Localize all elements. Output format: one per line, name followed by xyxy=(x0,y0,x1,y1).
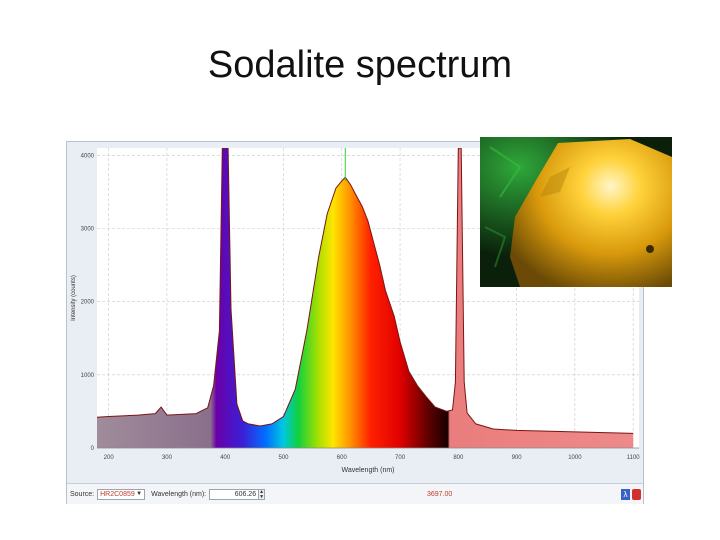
y-axis-label: Intensity (counts) xyxy=(71,275,77,321)
y-tick-label: 2000 xyxy=(81,300,95,306)
source-label: Source: xyxy=(70,490,95,498)
x-tick-label: 400 xyxy=(220,455,231,461)
source-value: HR2C0859 xyxy=(100,490,135,498)
wavelength-value: 606.26 xyxy=(234,490,257,498)
wavelength-field[interactable]: 606.26 xyxy=(209,488,260,500)
wavelength-label: Wavelength (nm): xyxy=(151,490,207,498)
chevron-down-icon: ▼ xyxy=(136,491,143,497)
y-tick-label: 4000 xyxy=(81,153,95,159)
x-tick-label: 600 xyxy=(337,455,348,461)
x-tick-labels: 200 300 400 500 600 700 800 900 1000 1100 xyxy=(104,455,641,461)
spectrum-curve xyxy=(97,148,634,434)
status-bar: Source: HR2C0859 ▼ Wavelength (nm): 606.… xyxy=(67,483,643,504)
x-tick-label: 300 xyxy=(162,455,173,461)
close-icon[interactable] xyxy=(632,488,641,500)
spin-arrows-icon[interactable]: ▲ ▼ xyxy=(259,488,266,500)
y-tick-labels: 0 1000 2000 3000 4000 xyxy=(81,153,95,452)
y-tick-label: 0 xyxy=(91,446,95,452)
y-tick-label: 3000 xyxy=(81,226,95,232)
x-tick-label: 700 xyxy=(395,455,406,461)
lambda-icon[interactable]: λ xyxy=(621,488,630,500)
sodalite-photo xyxy=(480,137,672,287)
intensity-readout: 3697.00 xyxy=(427,490,453,498)
spectrum-area xyxy=(97,148,634,448)
x-tick-label: 500 xyxy=(278,455,289,461)
x-axis-label: Wavelength (nm) xyxy=(341,467,394,474)
y-tick-label: 1000 xyxy=(81,373,95,379)
x-tick-label: 800 xyxy=(453,455,464,461)
x-tick-label: 1100 xyxy=(627,455,641,461)
x-tick-label: 1000 xyxy=(568,455,582,461)
x-tick-label: 200 xyxy=(104,455,115,461)
sodalite-photo-image xyxy=(480,137,672,287)
slide-title: Sodalite spectrum xyxy=(207,44,513,86)
source-select[interactable]: HR2C0859 ▼ xyxy=(97,488,146,500)
x-tick-label: 900 xyxy=(512,455,523,461)
